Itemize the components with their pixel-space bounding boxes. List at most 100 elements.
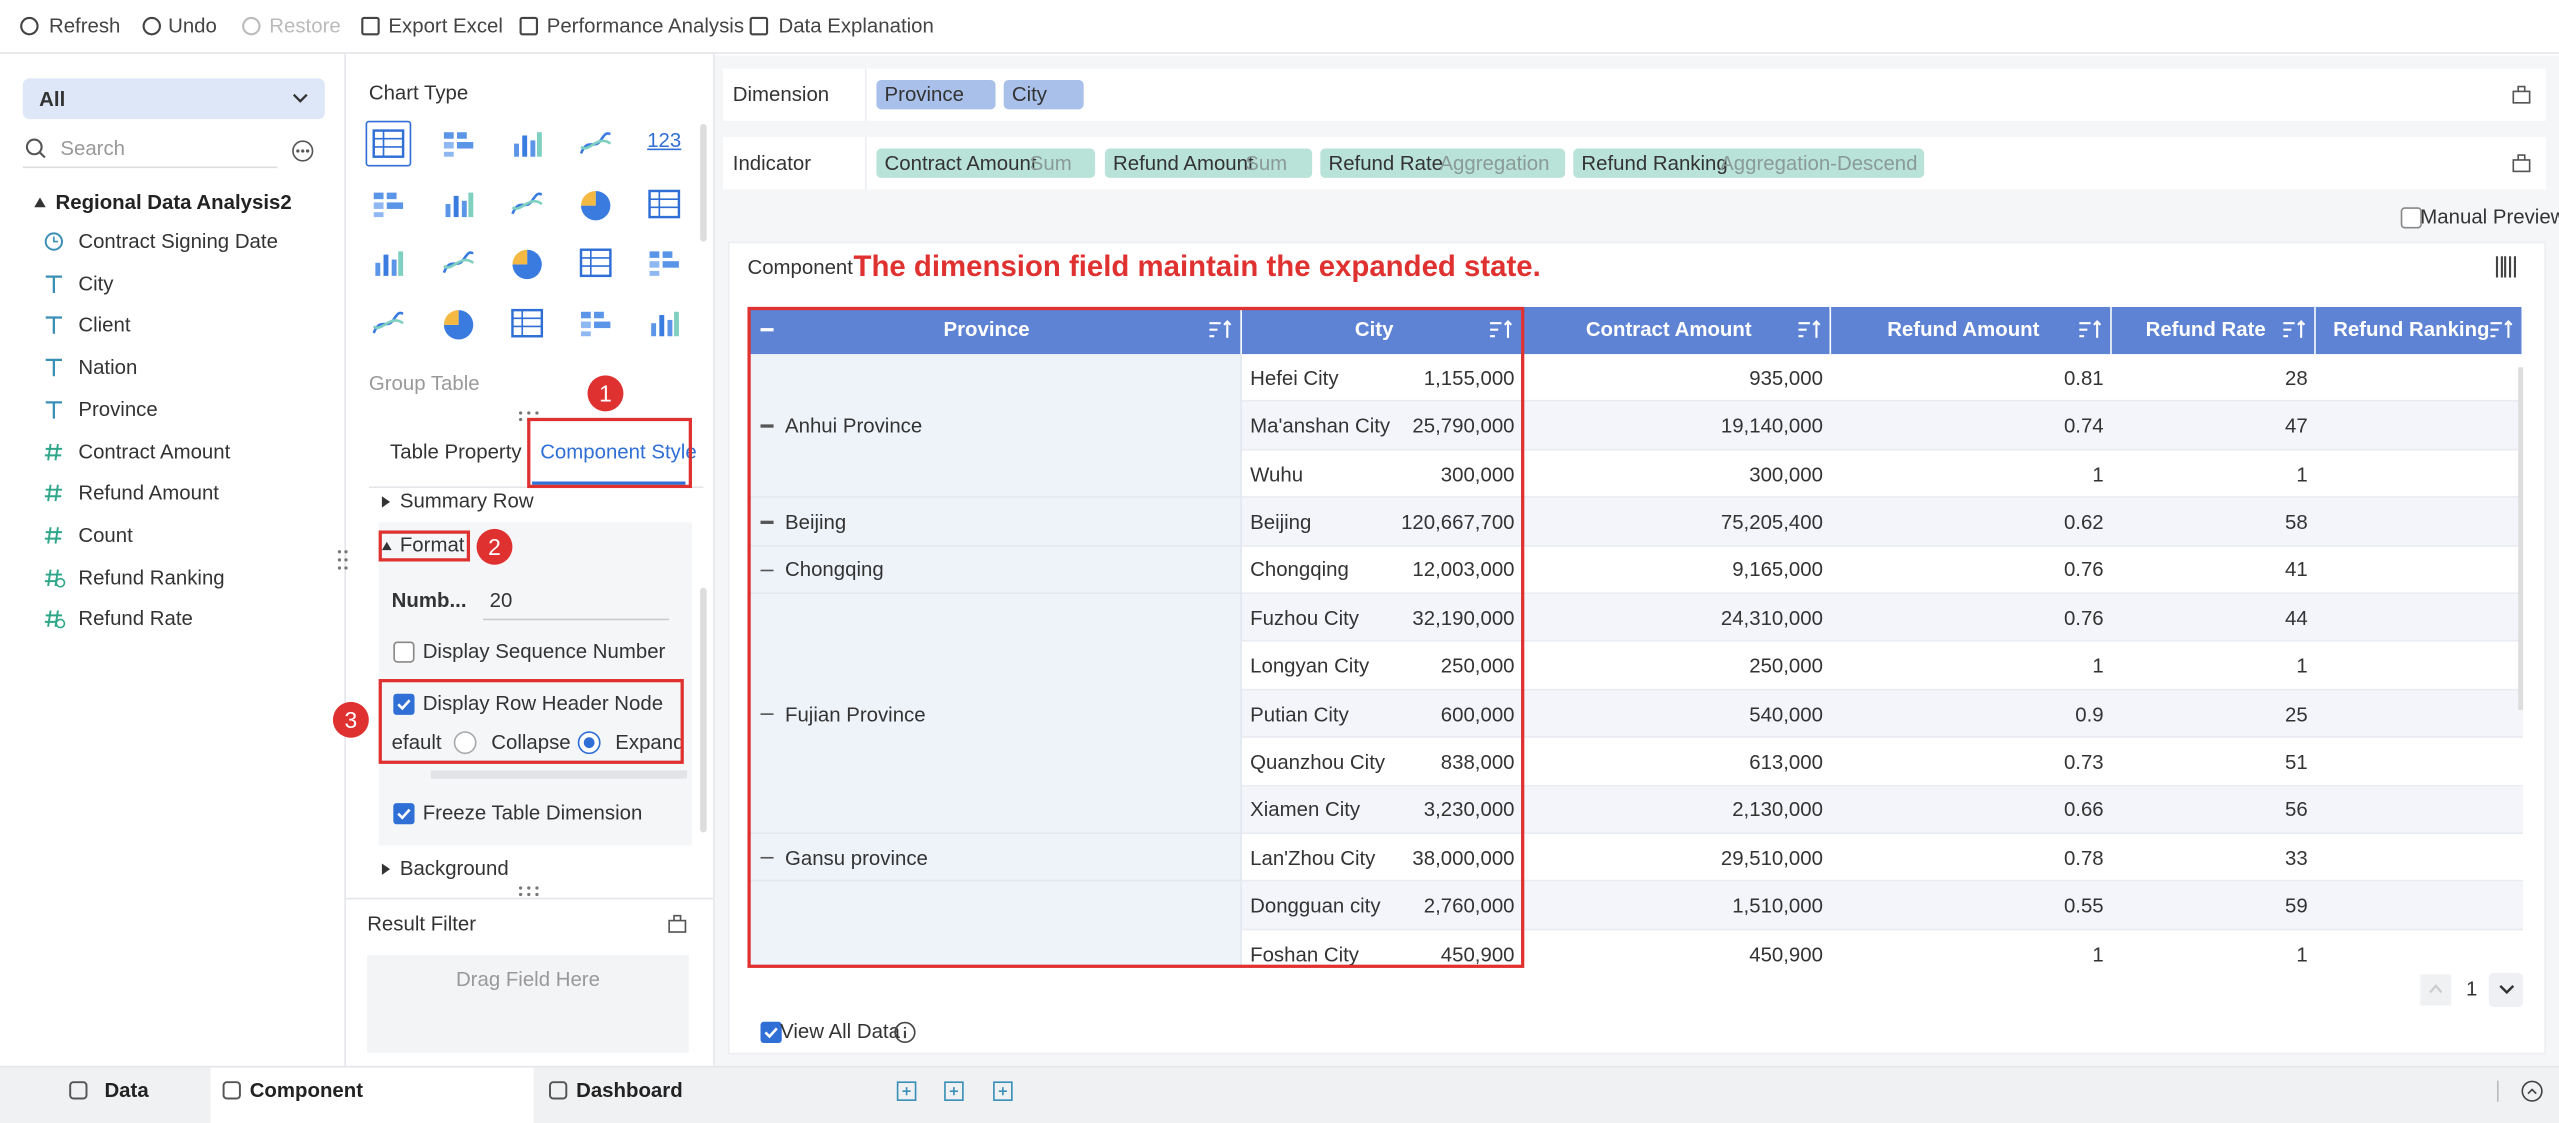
table-cell: 0.73 — [2063, 750, 2104, 774]
chart-type-icon[interactable] — [373, 191, 404, 220]
bottom-tab-icon — [222, 1081, 241, 1100]
indicator-label: Indicator — [732, 151, 812, 175]
section-header[interactable]: Summary Row — [399, 489, 534, 513]
field-item[interactable]: Refund Amount — [78, 481, 219, 505]
checkbox-checked[interactable] — [393, 692, 415, 715]
chart-type-icon[interactable] — [444, 191, 474, 220]
drop-zone-text: Drag Field Here — [455, 967, 600, 991]
indicator-chip[interactable] — [1320, 148, 1566, 178]
chart-type-icon[interactable] — [372, 310, 404, 339]
chart-type-icon[interactable] — [648, 189, 681, 220]
indicator-chip[interactable] — [876, 148, 1096, 178]
add-component-icon[interactable] — [943, 1081, 964, 1102]
dimension-chip[interactable] — [1003, 79, 1084, 110]
table-cell: 540,000 — [1749, 702, 1823, 726]
bottom-tab[interactable]: Dashboard — [576, 1078, 683, 1102]
sort-icon[interactable] — [1798, 320, 1821, 340]
chart-type-icon[interactable] — [372, 129, 405, 160]
section-header[interactable]: Format — [399, 533, 465, 557]
chart-type-icon[interactable] — [511, 308, 544, 339]
add-component-icon[interactable] — [992, 1081, 1013, 1102]
table-cell: 120,667,700 — [1401, 510, 1515, 534]
field-item[interactable]: Nation — [78, 355, 138, 379]
bottom-tab-active[interactable] — [210, 1067, 534, 1123]
checkbox-checked[interactable] — [393, 802, 415, 824]
table-cell: Lan'Zhou City — [1250, 846, 1376, 870]
chart-type-icon[interactable] — [443, 131, 474, 160]
toolbar-button[interactable]: Refresh — [48, 14, 121, 38]
toolbar-button[interactable]: Export Excel — [388, 14, 503, 38]
indicator-chip[interactable] — [1573, 148, 1925, 178]
table-cell: 1,510,000 — [1732, 894, 1823, 918]
table-cell: 75,205,400 — [1720, 510, 1823, 534]
search-input[interactable]: Search — [60, 137, 126, 160]
table-row — [1241, 690, 2524, 739]
table-cell: 0.74 — [2063, 414, 2104, 438]
toolbar-button[interactable]: Undo — [168, 14, 217, 38]
field-item[interactable]: Contract Signing Date — [78, 230, 278, 254]
radio-group-label: efault — [391, 731, 442, 755]
checkbox[interactable] — [2400, 206, 2422, 228]
chart-type-icon[interactable] — [650, 310, 679, 339]
collapse-panel-icon[interactable] — [2521, 1080, 2543, 1102]
chart-type-icon[interactable] — [374, 250, 404, 279]
expand-caret — [381, 541, 392, 551]
toolbar-button[interactable]: Performance Analysis — [546, 14, 745, 38]
table-cell: 0.78 — [2063, 846, 2104, 870]
field-item[interactable]: Contract Amount — [78, 439, 231, 463]
bottom-tab[interactable]: Component — [249, 1078, 364, 1102]
checkbox-checked[interactable] — [760, 1020, 782, 1043]
setting-input[interactable]: 20 — [489, 589, 513, 613]
toolbar-icon — [20, 16, 39, 36]
search-underline — [22, 166, 278, 169]
chart-type-icon[interactable] — [511, 191, 543, 220]
checkbox[interactable] — [393, 640, 415, 662]
tab[interactable]: Table Property — [390, 440, 522, 464]
chart-type-icon[interactable] — [512, 131, 542, 160]
radio[interactable] — [453, 731, 477, 755]
chart-type-icon[interactable] — [579, 131, 612, 160]
province-name: Beijing — [785, 510, 847, 534]
chart-type-icon[interactable] — [442, 250, 475, 279]
chart-type-icon[interactable] — [512, 249, 542, 280]
sort-icon[interactable] — [1490, 320, 1513, 340]
radio-selected[interactable] — [577, 731, 601, 755]
chart-type-icon[interactable] — [579, 248, 612, 279]
table-header-text: Refund Rate — [2145, 318, 2266, 342]
field-item[interactable]: City — [78, 272, 114, 295]
field-item[interactable]: Refund Rate — [78, 607, 193, 631]
toolbar-button[interactable]: Data Explanation — [778, 14, 934, 38]
table-cell: Putian City — [1250, 702, 1349, 726]
table-header-cell — [1831, 306, 2112, 355]
sort-icon[interactable] — [1209, 320, 1232, 340]
chart-type-icon[interactable] — [443, 310, 474, 340]
row-collapse-toggle — [760, 712, 774, 716]
field-item[interactable]: Count — [78, 523, 133, 547]
table-cell: 613,000 — [1749, 750, 1823, 774]
pager-prev[interactable] — [2420, 974, 2452, 1006]
indicator-chip[interactable] — [1104, 148, 1313, 178]
field-icon — [45, 316, 63, 335]
table-cell: Ma'anshan City — [1250, 414, 1391, 438]
table-cell: 0.55 — [2063, 894, 2104, 918]
sort-icon[interactable] — [2283, 320, 2306, 340]
table-cell: 58 — [2284, 510, 2308, 534]
bottom-tab[interactable]: Data — [104, 1078, 149, 1102]
tab-active[interactable]: Component Style — [540, 440, 697, 464]
chart-type-icon[interactable] — [580, 190, 611, 221]
table-cell: 250,000 — [1440, 654, 1515, 678]
add-component-icon[interactable] — [896, 1081, 917, 1102]
table-cell: Beijing — [1250, 510, 1312, 534]
chart-type-icon[interactable] — [649, 250, 679, 279]
indicator-chip-agg: Aggregation-Descend — [1720, 151, 1918, 175]
field-item[interactable]: Province — [78, 397, 158, 421]
sort-icon[interactable] — [2490, 320, 2513, 340]
dimension-chip[interactable] — [876, 79, 996, 110]
field-item[interactable]: Refund Ranking — [78, 565, 225, 589]
field-item[interactable]: Client — [78, 314, 131, 337]
sort-icon[interactable] — [2079, 320, 2102, 340]
section-header[interactable]: Background — [399, 856, 509, 880]
toolbar-button[interactable]: Restore — [269, 14, 341, 38]
dataset-selector[interactable] — [22, 78, 325, 120]
chart-type-icon[interactable] — [580, 310, 611, 339]
